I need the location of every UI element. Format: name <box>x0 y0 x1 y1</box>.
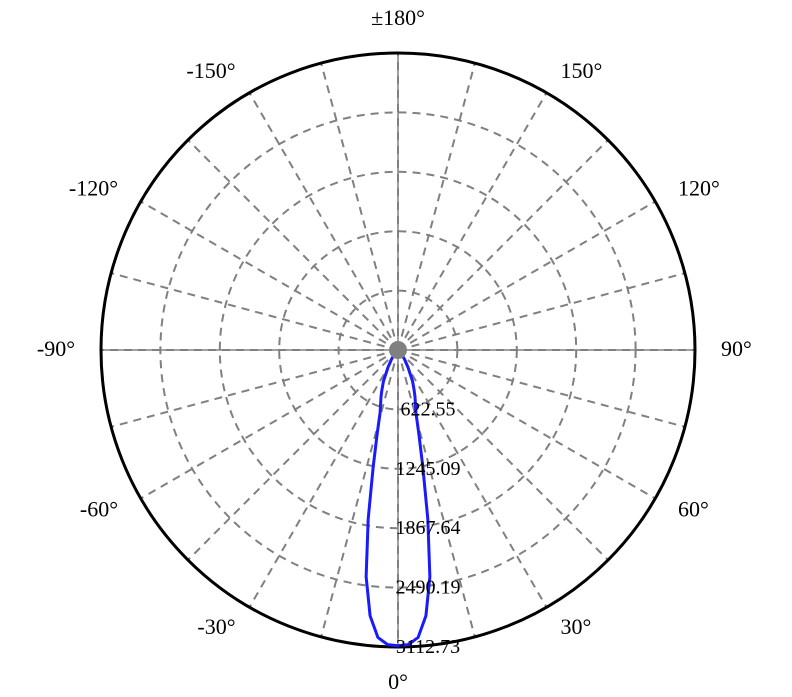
grid-spoke <box>188 140 398 350</box>
polar-chart: 622.55 1245.09 1867.64 2490.19 3112.73 ±180° -… <box>0 0 792 697</box>
angle-label: 150° <box>561 58 603 83</box>
grid-spoke <box>250 93 399 350</box>
radial-label: 1245.09 <box>396 458 461 480</box>
radial-label: 2490.19 <box>396 577 461 599</box>
angle-label: 90° <box>721 336 752 361</box>
radial-label: 622.55 <box>401 398 456 420</box>
grid-spoke <box>398 93 547 350</box>
radial-label: 1867.64 <box>396 517 461 539</box>
grid-spoke <box>111 350 398 427</box>
grid-spoke <box>141 350 398 499</box>
center-dot <box>389 341 407 359</box>
grid-spoke <box>398 273 685 350</box>
grid-spoke <box>321 63 398 350</box>
angle-label: -30° <box>197 614 235 639</box>
angle-label: ±180° <box>371 5 425 30</box>
angle-label: -150° <box>186 58 235 83</box>
grid-spoke <box>398 140 608 350</box>
angle-label: 120° <box>678 176 720 201</box>
grid-spoke <box>141 202 398 351</box>
angle-label: 0° <box>388 669 408 694</box>
angle-label: 60° <box>678 497 709 522</box>
grid-spoke <box>398 202 655 351</box>
angle-label: -90° <box>37 336 75 361</box>
angle-label: -60° <box>80 497 118 522</box>
angle-label: -120° <box>69 176 118 201</box>
angle-label: 30° <box>561 614 592 639</box>
grid-spoke <box>250 350 399 607</box>
grid-spoke <box>398 63 475 350</box>
radial-labels: 622.55 1245.09 1867.64 2490.19 3112.73 <box>396 398 461 658</box>
grid-spoke <box>321 350 398 637</box>
grid-spoke <box>111 273 398 350</box>
radial-label: 3112.73 <box>396 636 460 658</box>
